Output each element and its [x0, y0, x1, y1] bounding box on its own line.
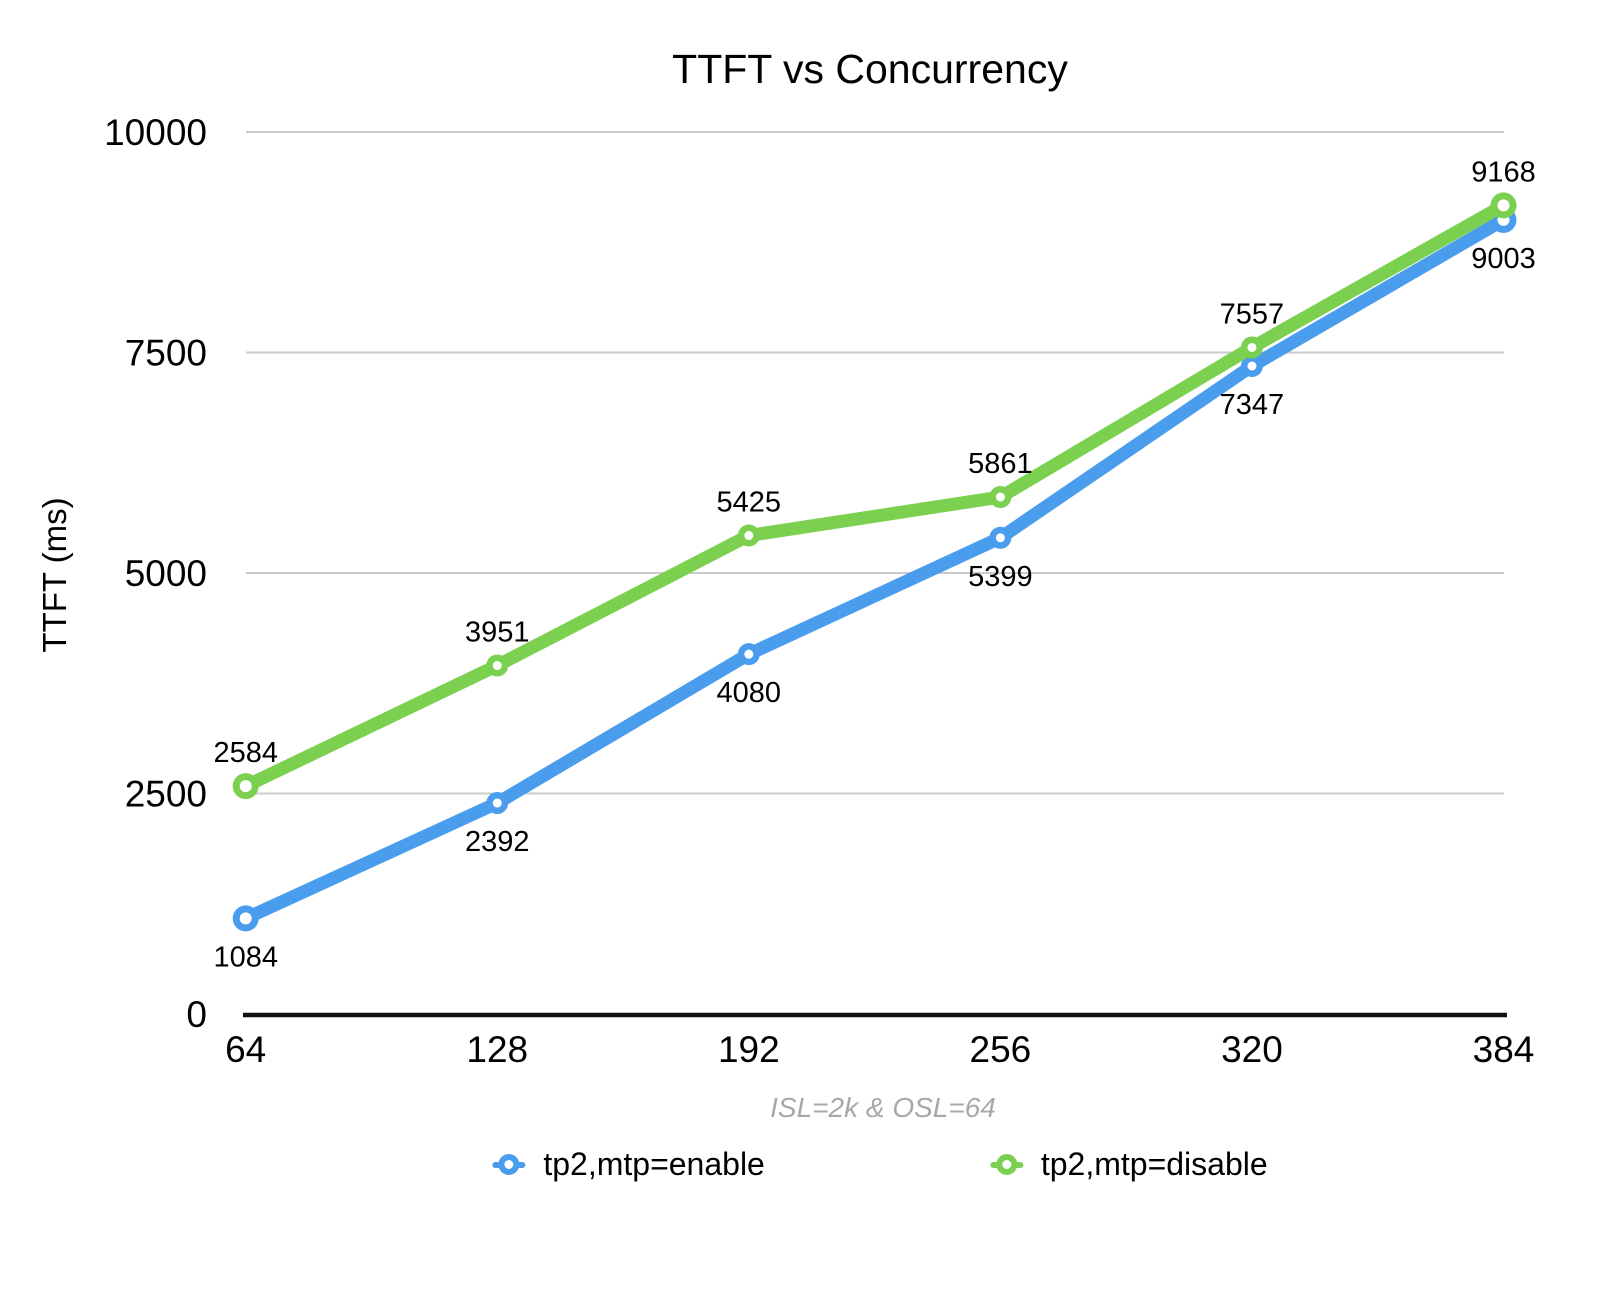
legend-label-disable: tp2,mtp=disable — [1040, 1146, 1268, 1182]
y-tick-label-2500: 2500 — [125, 774, 207, 815]
x-tick-label-64: 64 — [225, 1029, 266, 1070]
legend-item-disable: tp2,mtp=disable — [989, 1146, 1268, 1183]
data-point-hole — [995, 492, 1005, 502]
legend-item-enable: tp2,mtp=enable — [492, 1146, 765, 1183]
data-point-hole — [744, 531, 754, 541]
data-point-label: 7557 — [1220, 298, 1285, 330]
y-axis-title: TTFT (ms) — [36, 497, 73, 652]
data-point-hole — [1497, 199, 1510, 212]
y-tick-label-0: 0 — [186, 994, 207, 1035]
y-tick-label-10000: 10000 — [104, 112, 207, 153]
x-axis-subtitle: ISL=2k & OSL=64 — [770, 1092, 996, 1123]
legend-marker-enable-icon — [492, 1154, 526, 1176]
data-point-label: 9003 — [1471, 243, 1536, 275]
data-point-hole — [995, 533, 1005, 543]
data-point-label: 1084 — [213, 941, 278, 973]
data-point-label: 5425 — [717, 487, 782, 519]
data-point-hole — [239, 780, 252, 793]
legend-marker-disable-icon — [989, 1154, 1023, 1176]
data-point-hole — [1247, 342, 1257, 352]
data-point-label: 7347 — [1220, 389, 1285, 421]
x-tick-label-384: 384 — [1473, 1029, 1535, 1070]
data-point-label: 5399 — [968, 561, 1033, 593]
x-tick-label-192: 192 — [718, 1029, 780, 1070]
data-point-hole — [1247, 361, 1257, 371]
series-line-tp2-mtp-disable — [239, 198, 1510, 793]
data-point-label: 4080 — [717, 677, 782, 709]
data-point-hole — [492, 661, 502, 671]
x-tick-label-128: 128 — [466, 1029, 528, 1070]
ring-icon — [498, 1154, 520, 1175]
data-point-label: 2392 — [465, 826, 530, 858]
x-tick-label-320: 320 — [1221, 1029, 1283, 1070]
ring-icon — [995, 1154, 1017, 1175]
legend: tp2,mtp=enable tp2,mtp=disable — [492, 1146, 1268, 1183]
data-point-label: 3951 — [465, 617, 530, 649]
y-tick-label-5000: 5000 — [125, 553, 207, 594]
data-point-hole — [492, 798, 502, 808]
chart-title: TTFT vs Concurrency — [672, 46, 1068, 92]
data-point-label: 9168 — [1471, 156, 1536, 188]
y-tick-label-7500: 7500 — [125, 333, 207, 374]
data-point-hole — [744, 649, 754, 659]
series-line-tp2-mtp-enable — [239, 213, 1510, 925]
legend-label-enable: tp2,mtp=enable — [543, 1146, 765, 1182]
data-point-hole — [239, 912, 252, 925]
data-point-label: 5861 — [968, 448, 1033, 480]
data-point-label: 2584 — [213, 737, 278, 769]
x-tick-label-256: 256 — [970, 1029, 1032, 1070]
